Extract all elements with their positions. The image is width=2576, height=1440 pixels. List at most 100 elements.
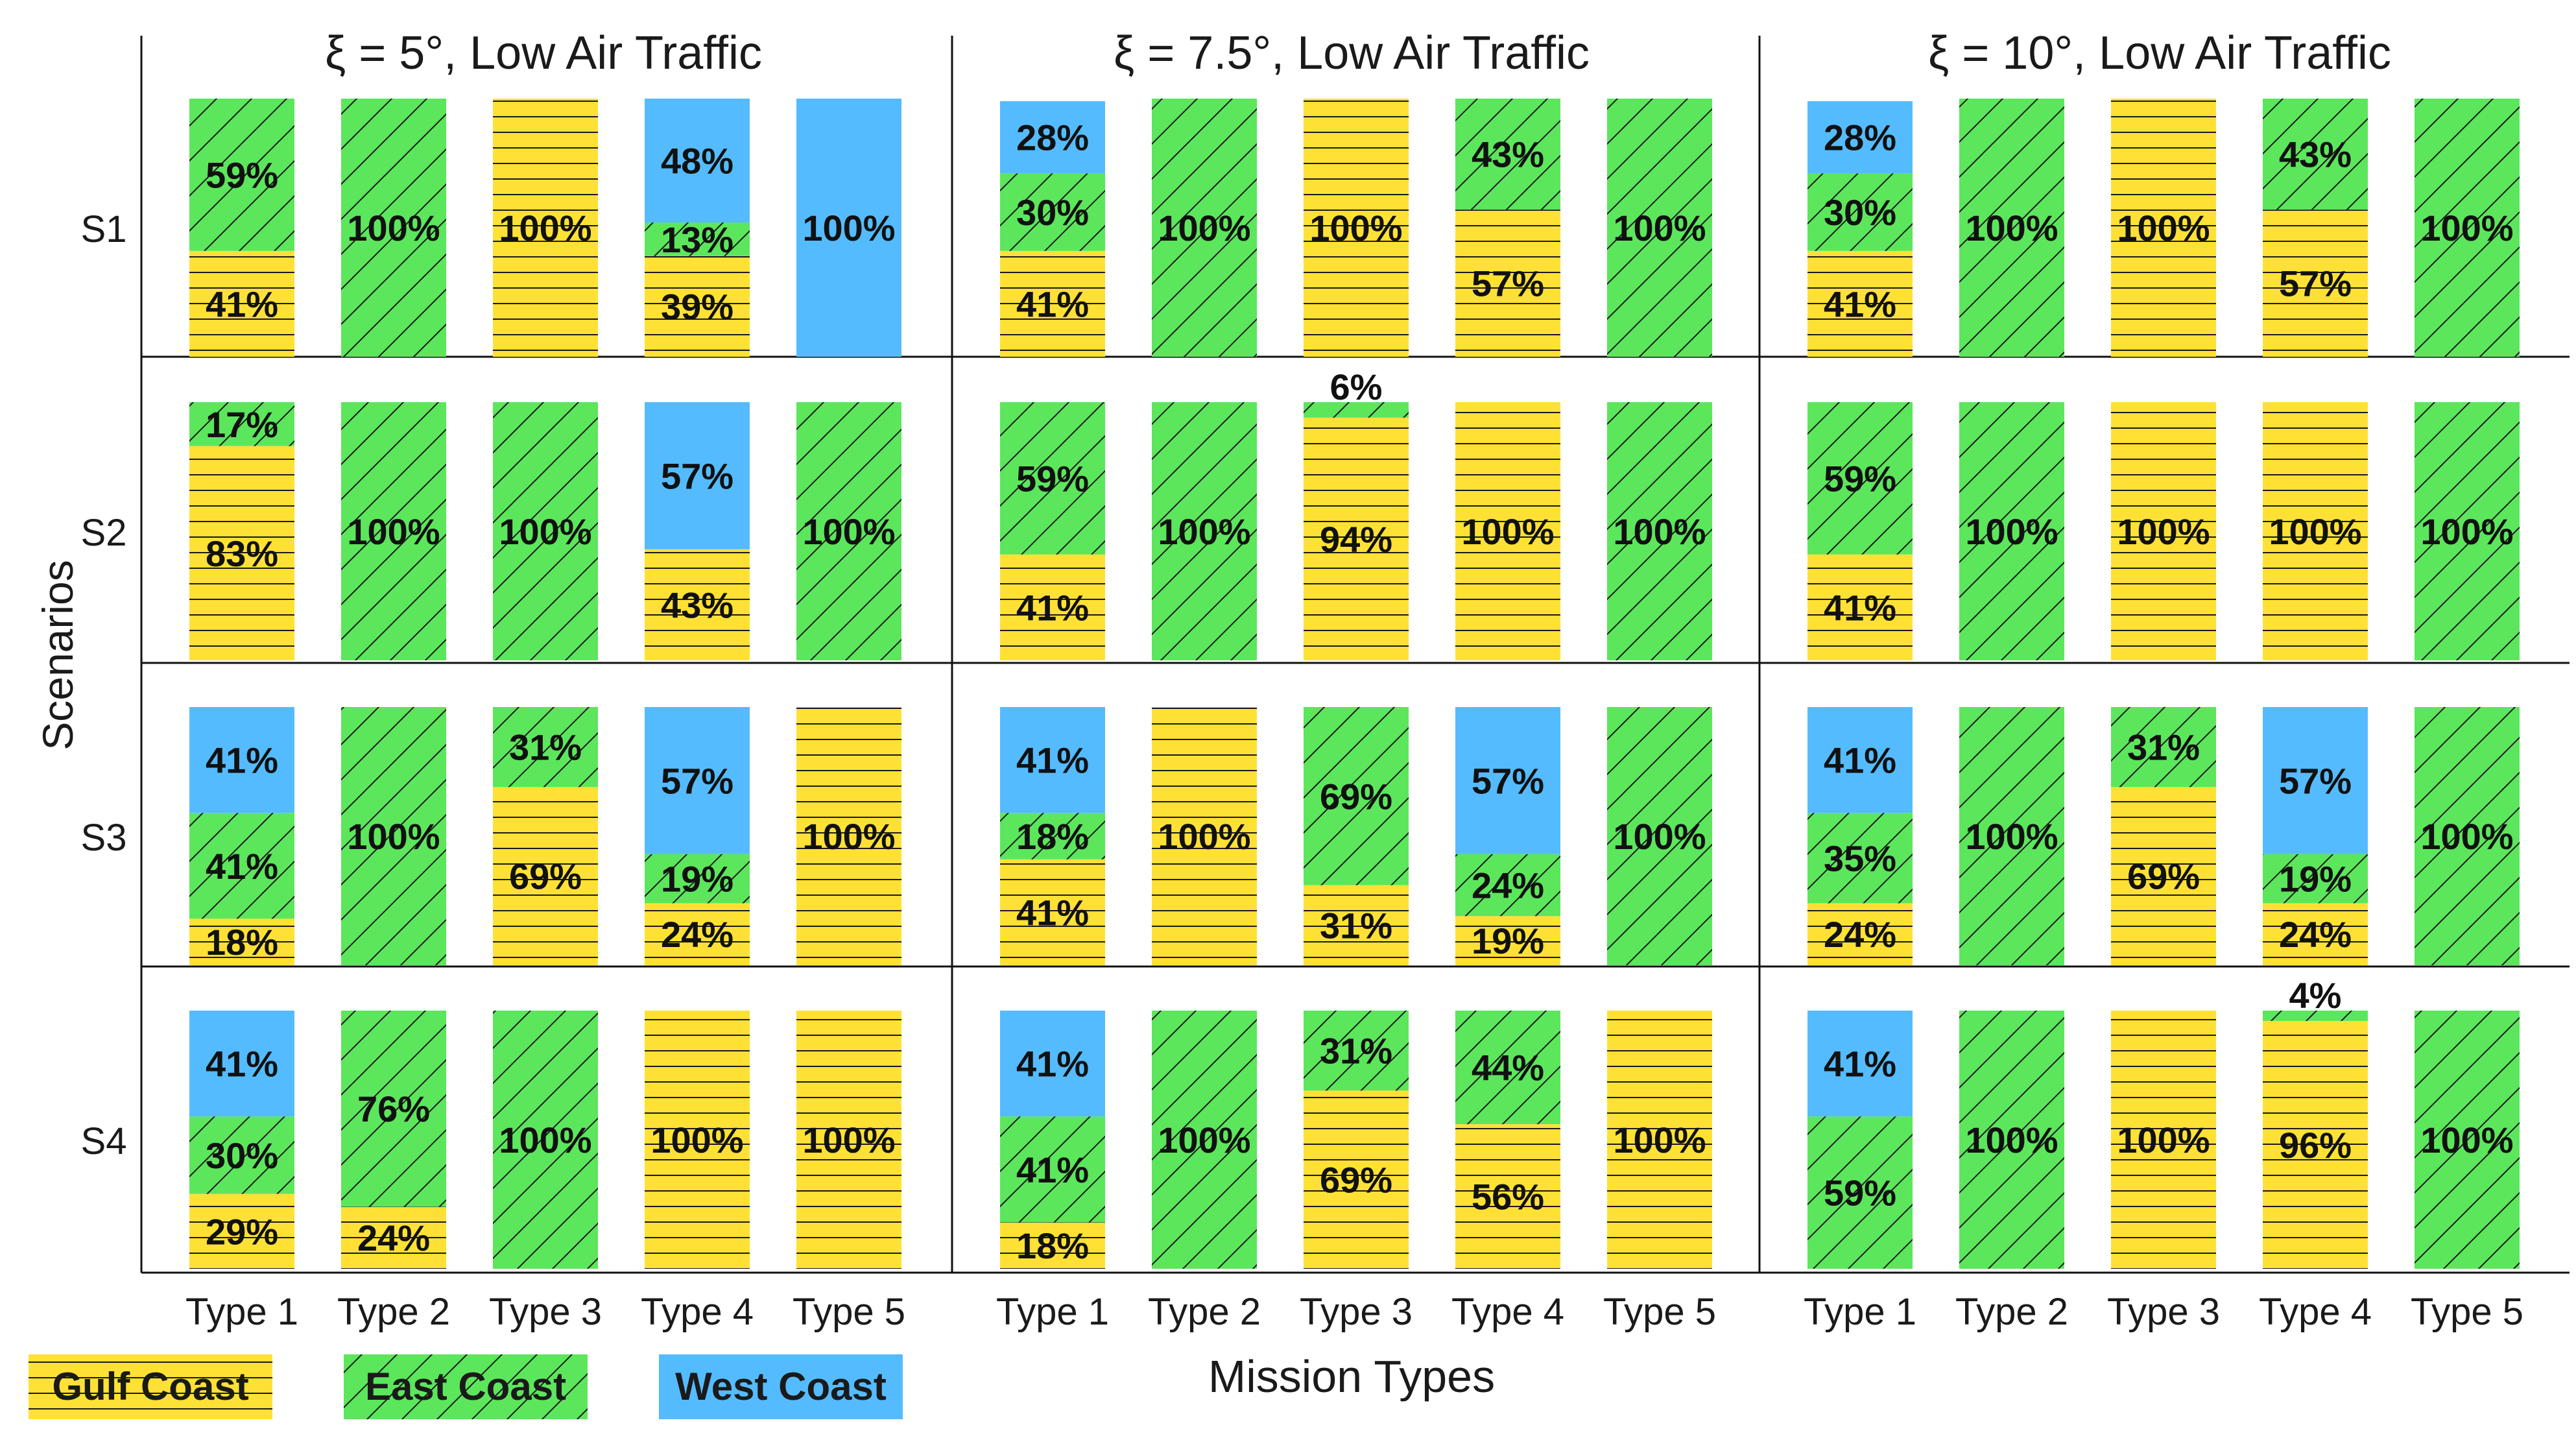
bar-segment-west <box>645 99 750 223</box>
bar-segment-west <box>796 99 901 357</box>
category-tick-label: Type 4 <box>641 1291 754 1333</box>
bar-segment-east <box>341 402 446 660</box>
category-tick-label: Type 3 <box>489 1291 602 1333</box>
bar-segment-gulf <box>1304 417 1409 660</box>
bar-segment-gulf <box>1304 99 1409 357</box>
bar-segment-gulf <box>2111 1011 2216 1269</box>
data-label: 100% <box>1158 208 1250 248</box>
data-label: 100% <box>499 1120 591 1160</box>
legend: Gulf Coast East Coast West Coast <box>29 1354 903 1419</box>
category-tick-label: Type 2 <box>1148 1291 1261 1333</box>
bar-segment-gulf <box>1152 707 1257 965</box>
bar-segment-gulf <box>2263 402 2368 660</box>
data-label: 41% <box>1016 740 1089 781</box>
bar-segment-east <box>1000 402 1105 555</box>
panel-title: ξ = 5°, Low Air Traffic <box>325 27 762 79</box>
category-tick-label: Type 5 <box>1603 1291 1716 1333</box>
bar-segment-east <box>2415 99 2520 357</box>
bar-segment-east <box>1152 1011 1257 1269</box>
legend-swatch-gulf <box>29 1354 272 1419</box>
data-label: 100% <box>1965 816 2058 857</box>
data-label: 24% <box>1472 865 1544 906</box>
bar-segment-gulf <box>493 99 598 357</box>
data-label: 76% <box>357 1088 430 1129</box>
bar-segment-gulf <box>189 446 294 660</box>
data-label: 57% <box>1472 263 1544 304</box>
data-label: 59% <box>1824 458 1896 499</box>
data-label: 59% <box>206 154 278 195</box>
data-label: 83% <box>206 533 278 574</box>
data-label: 28% <box>1016 117 1089 158</box>
data-label: 30% <box>206 1135 278 1176</box>
data-label: 100% <box>802 816 895 857</box>
bar-segment-east <box>1152 402 1257 660</box>
category-tick-label: Type 1 <box>185 1291 298 1333</box>
data-label: 41% <box>206 740 278 781</box>
data-label: 19% <box>2279 859 2352 900</box>
bar-segment-east <box>189 1116 294 1194</box>
bar-segment-gulf <box>2263 1020 2368 1269</box>
bar-segment-east <box>341 1011 446 1207</box>
data-label: 100% <box>2420 208 2513 248</box>
data-label: 28% <box>1824 117 1896 158</box>
data-label: 100% <box>2420 511 2513 552</box>
category-tick-label: Type 2 <box>1955 1291 2068 1333</box>
data-label: 43% <box>2279 134 2352 175</box>
bar-segment-west <box>645 707 750 854</box>
category-tick-label: Type 3 <box>2107 1291 2220 1333</box>
data-label: 41% <box>1824 587 1896 628</box>
category-tick-label: Type 4 <box>2259 1291 2372 1333</box>
data-label: 41% <box>1824 1044 1896 1085</box>
data-label: 41% <box>1016 1044 1089 1085</box>
bar-segment-east <box>493 1011 598 1269</box>
bar-segment-east <box>1607 707 1712 965</box>
bar-segment-east <box>493 707 598 787</box>
scenario-label: S4 <box>81 1120 127 1162</box>
bar-segment-east <box>1304 1011 1409 1091</box>
data-label: 100% <box>1309 208 1402 248</box>
data-label: 41% <box>1824 283 1896 324</box>
data-label: 35% <box>1824 838 1896 879</box>
bar-segment-west <box>2263 707 2368 854</box>
category-tick-label: Type 3 <box>1300 1291 1413 1333</box>
data-label: 100% <box>1461 511 1554 552</box>
bar-segment-east <box>645 222 750 256</box>
bar-segment-gulf <box>645 256 750 357</box>
data-label: 100% <box>2117 1120 2210 1160</box>
data-label: 100% <box>802 208 895 248</box>
data-label: 24% <box>357 1218 430 1258</box>
bar-segment-west <box>189 1011 294 1117</box>
data-label: 100% <box>2269 511 2361 552</box>
bar-segment-east <box>189 99 294 251</box>
bar-segment-east <box>796 402 901 660</box>
bar-segment-east <box>189 402 294 446</box>
data-label: 39% <box>661 286 733 327</box>
bar-segment-east <box>1455 99 1560 210</box>
data-label: 100% <box>1613 1120 1706 1160</box>
data-label: 100% <box>802 511 895 552</box>
bar-segment-gulf <box>1807 903 1913 965</box>
category-tick-label: Type 5 <box>793 1291 905 1333</box>
panel-title: ξ = 10°, Low Air Traffic <box>1928 27 2391 79</box>
data-label: 41% <box>206 1044 278 1085</box>
category-tick-label: Type 1 <box>1804 1291 1916 1333</box>
bar-segment-west <box>1455 707 1560 854</box>
data-label: 69% <box>509 856 582 897</box>
data-label: 44% <box>1472 1048 1544 1088</box>
bar-segment-gulf <box>1607 1011 1712 1269</box>
scenario-label: S3 <box>81 817 127 859</box>
bar-segment-gulf <box>1455 210 1560 357</box>
bar-segment-gulf <box>493 787 598 965</box>
data-label: 41% <box>1016 283 1089 324</box>
data-label: 59% <box>1016 458 1089 499</box>
data-label: 100% <box>347 208 440 248</box>
bar-segment-east <box>493 402 598 660</box>
bar-segment-east <box>1304 707 1409 885</box>
data-label: 100% <box>650 1120 743 1160</box>
data-label: 100% <box>1965 511 2058 552</box>
data-label: 94% <box>1320 519 1392 560</box>
bar-segment-gulf <box>2111 402 2216 660</box>
bar-segment-east <box>1959 99 2064 357</box>
bar-segment-east <box>1607 99 1712 357</box>
